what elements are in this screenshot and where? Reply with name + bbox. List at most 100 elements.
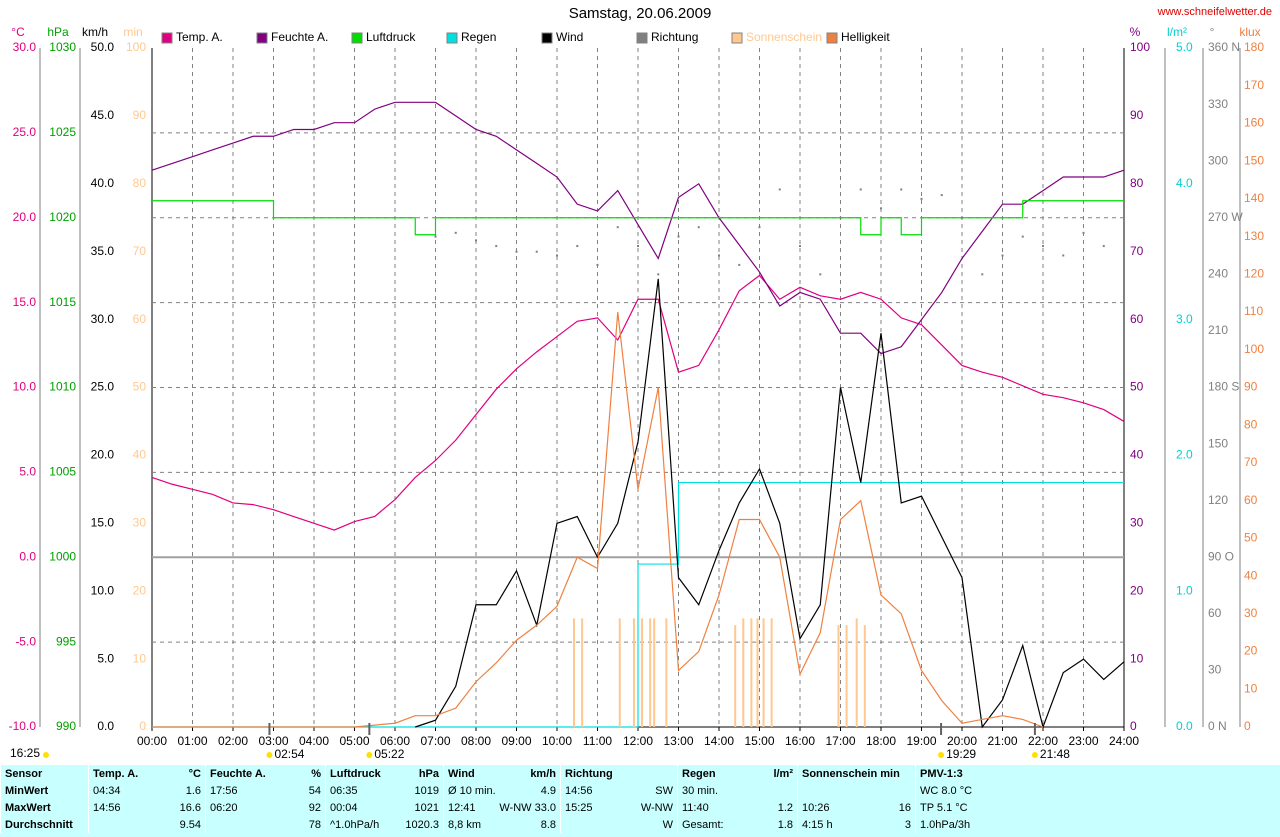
axis-unit: °C: [11, 25, 25, 39]
table-cell: 00:04 1021: [325, 799, 444, 816]
cell-text: Luftdruck: [330, 767, 381, 780]
axis-unit: km/h: [82, 25, 108, 39]
table-cell: PMV-1:3: [915, 765, 1280, 782]
direction-dot: [961, 216, 963, 219]
table-cell: [797, 782, 916, 799]
direction-dot: [859, 188, 862, 191]
legend-swatch: [541, 32, 553, 44]
table-cell: ^1.0hPa/h 1020.3: [325, 816, 444, 833]
cell-text: Ø 10 min.: [448, 784, 496, 797]
cell-text: 78: [308, 818, 321, 831]
y-tick-label: 300: [1208, 153, 1228, 167]
legend-swatch: [826, 32, 838, 44]
y-tick-label: 5.0: [1176, 40, 1193, 54]
y-tick-label: 4.0: [1176, 176, 1193, 190]
table-cell: 8,8 km 8.8: [443, 816, 561, 833]
x-tick-label: 16:00: [785, 734, 815, 748]
marker-icon: [938, 752, 945, 758]
y-tick-label: 90: [1130, 108, 1144, 122]
table-cell: Ø 10 min. 4.9: [443, 782, 561, 799]
legend-label: Wind: [556, 30, 583, 44]
y-tick-label: 40: [1244, 568, 1258, 582]
cell-text: 00:04: [330, 801, 358, 814]
cell-text: 14:56: [93, 801, 121, 814]
y-tick-label: 0.0: [19, 549, 36, 563]
legend-swatch: [256, 32, 268, 44]
chart: Samstag, 20.06.2009 www.schneifelwetter.…: [9, 5, 1272, 761]
y-tick-label: 50: [133, 380, 147, 394]
legend-label: Regen: [461, 30, 496, 44]
y-tick-label: 140: [1244, 191, 1264, 205]
cell-text: 10:26: [802, 801, 830, 814]
y-tick-label: 60: [1130, 312, 1144, 326]
direction-dot: [1001, 254, 1004, 257]
legend-swatch: [446, 32, 458, 44]
direction-dot: [839, 216, 842, 219]
cell-text: ^1.0hPa/h: [330, 818, 380, 831]
cell-text: 9.54: [179, 818, 201, 831]
y-tick-label: 0 N: [1208, 719, 1227, 733]
x-tick-label: 17:00: [825, 734, 855, 748]
table-cell: 30 min.: [677, 782, 798, 799]
y-tick-label: 80: [1244, 417, 1258, 431]
table-cell: 10:26 16: [797, 799, 916, 816]
legend-swatch: [351, 32, 363, 44]
cell-text: 8.8: [540, 818, 556, 831]
table-cell: 04:34 1.6: [88, 782, 206, 799]
y-tick-label: 240: [1208, 267, 1228, 281]
x-tick-label: 18:00: [866, 734, 896, 748]
y-tick-label: 2.0: [1176, 448, 1193, 462]
direction-dot: [475, 239, 477, 242]
legend-swatch: [636, 32, 648, 44]
y-tick-label: 1010: [49, 380, 76, 394]
y-tick-label: 150: [1244, 153, 1264, 167]
table-row: Durchschnitt 9.54 78 ^1.0hPa/h 1020.3 8,8 km 8…: [0, 816, 1280, 833]
x-tick-label: 21:00: [987, 734, 1017, 748]
cell-text: Feuchte A.: [210, 767, 266, 780]
y-tick-label: 0: [1244, 719, 1251, 733]
direction-dot: [819, 273, 822, 276]
y-tick-label: 80: [133, 176, 147, 190]
cell-text: 1.0hPa/3h: [920, 818, 971, 831]
cell-text: TP 5.1 °C: [920, 801, 968, 814]
x-tick-label: 08:00: [461, 734, 491, 748]
table-cell: Temp. A. °C: [88, 765, 206, 782]
y-tick-label: 90: [1244, 380, 1258, 394]
x-tick-label: 10:00: [542, 734, 572, 748]
y-tick-label: 10: [1130, 651, 1144, 665]
legend-swatch: [731, 32, 743, 44]
y-tick-label: 15.0: [91, 515, 115, 529]
table-cell: 17:56 54: [205, 782, 326, 799]
legend-label: Sonnenschein: [746, 30, 822, 44]
table-cell: Durchschnitt: [0, 816, 89, 833]
direction-dot: [758, 226, 761, 229]
cell-text: PMV-1:3: [920, 767, 963, 780]
y-tick-label: 40: [1130, 448, 1144, 462]
y-tick-label: 90 O: [1208, 549, 1234, 563]
y-tick-label: 1000: [49, 549, 76, 563]
y-tick-label: 70: [133, 244, 147, 258]
x-tick-label: 07:00: [420, 734, 450, 748]
y-tick-label: 180: [1244, 40, 1264, 54]
x-tick-label: 01:00: [177, 734, 207, 748]
y-tick-label: 50.0: [91, 40, 115, 54]
marker-icon: [366, 752, 373, 758]
cell-text: l/m²: [773, 767, 793, 780]
cell-text: °C: [188, 767, 201, 780]
y-tick-label: 60: [1208, 606, 1222, 620]
y-tick-label: 15.0: [13, 295, 37, 309]
x-tick-label: 19:00: [906, 734, 936, 748]
axis-unit: klux: [1239, 25, 1260, 39]
cell-text: W-NW: [640, 801, 673, 814]
cell-text: 14:56: [565, 784, 593, 797]
moon-icon: [43, 752, 49, 758]
y-tick-label: 30: [1208, 663, 1222, 677]
direction-dot: [1123, 245, 1125, 248]
table-cell: 9.54: [88, 816, 206, 833]
axis-unit: hPa: [47, 25, 69, 39]
cell-text: 4.9: [540, 784, 556, 797]
table-cell: MaxWert: [0, 799, 89, 816]
x-tick-label: 14:00: [704, 734, 734, 748]
y-tick-label: 100: [1244, 342, 1264, 356]
direction-dot: [880, 207, 882, 210]
